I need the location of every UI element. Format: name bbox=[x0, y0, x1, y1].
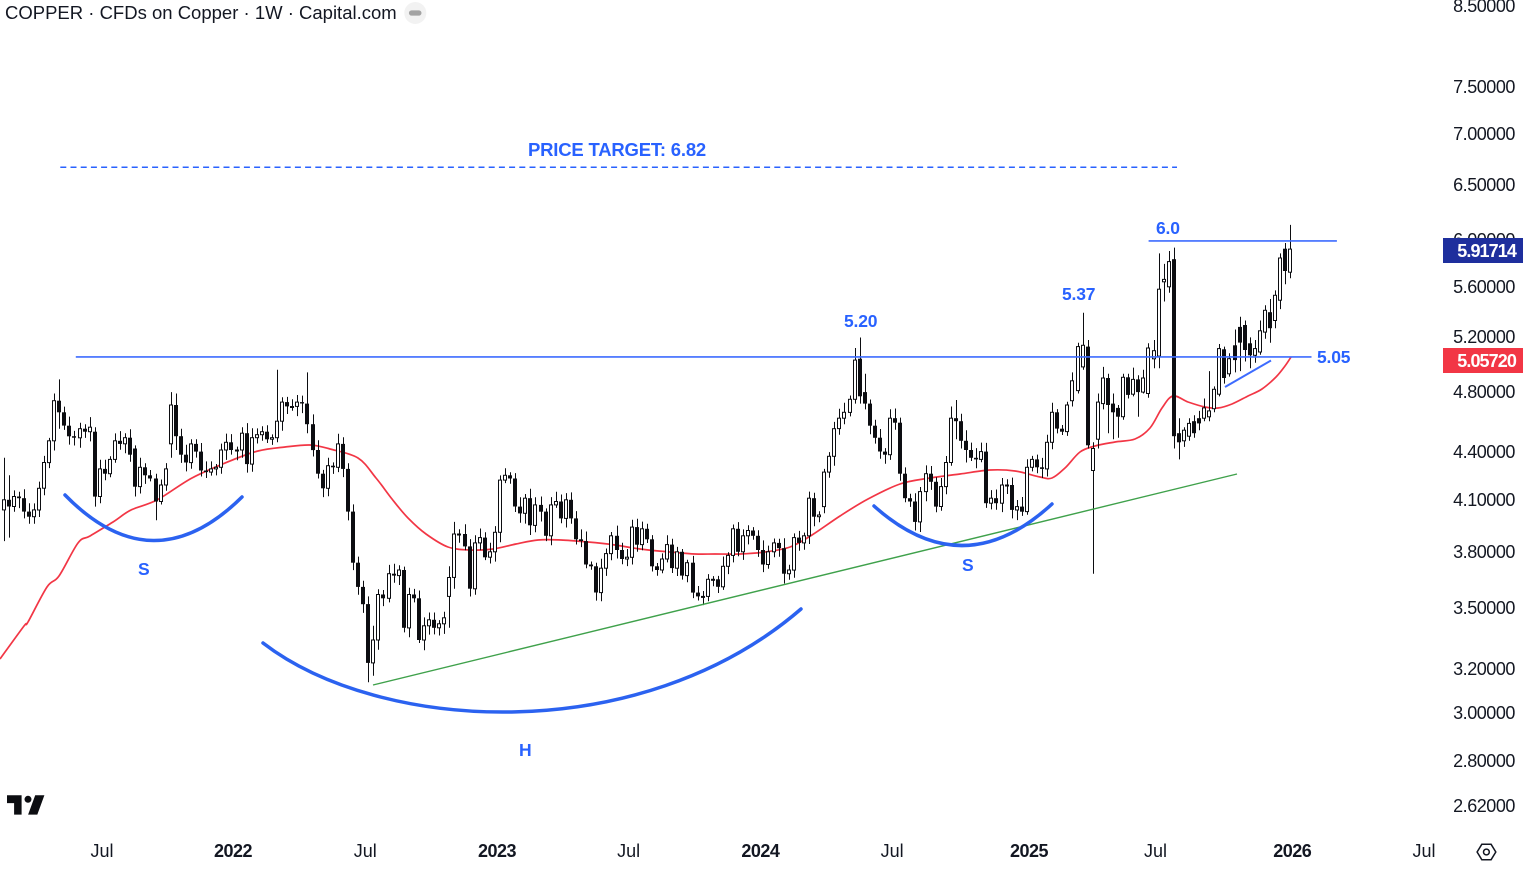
svg-text:2025: 2025 bbox=[1010, 841, 1049, 861]
svg-text:Jul: Jul bbox=[354, 841, 377, 861]
svg-text:Jul: Jul bbox=[1412, 841, 1435, 861]
svg-text:5.05720: 5.05720 bbox=[1457, 351, 1517, 371]
svg-text:5.60000: 5.60000 bbox=[1453, 277, 1515, 297]
svg-text:S: S bbox=[962, 555, 973, 575]
svg-text:PRICE TARGET: 6.82: PRICE TARGET: 6.82 bbox=[528, 139, 706, 160]
svg-text:6.0: 6.0 bbox=[1156, 218, 1180, 238]
svg-text:H: H bbox=[519, 740, 531, 760]
svg-text:5.20: 5.20 bbox=[844, 311, 878, 331]
svg-text:2023: 2023 bbox=[478, 841, 517, 861]
svg-text:3.50000: 3.50000 bbox=[1453, 598, 1515, 618]
svg-text:Jul: Jul bbox=[881, 841, 904, 861]
svg-text:5.05: 5.05 bbox=[1317, 347, 1351, 367]
svg-text:2022: 2022 bbox=[214, 841, 253, 861]
svg-text:4.40000: 4.40000 bbox=[1453, 442, 1515, 462]
svg-text:7.00000: 7.00000 bbox=[1453, 124, 1515, 144]
svg-text:6.50000: 6.50000 bbox=[1453, 175, 1515, 195]
svg-text:2024: 2024 bbox=[741, 841, 780, 861]
svg-text:5.20000: 5.20000 bbox=[1453, 327, 1515, 347]
svg-text:Jul: Jul bbox=[90, 841, 113, 861]
svg-text:5.91714: 5.91714 bbox=[1457, 241, 1517, 261]
svg-text:3.20000: 3.20000 bbox=[1453, 659, 1515, 679]
svg-text:4.80000: 4.80000 bbox=[1453, 382, 1515, 402]
svg-text:2.80000: 2.80000 bbox=[1453, 751, 1515, 771]
svg-text:7.50000: 7.50000 bbox=[1453, 77, 1515, 97]
svg-text:8.50000: 8.50000 bbox=[1453, 0, 1515, 16]
svg-text:5.37: 5.37 bbox=[1062, 284, 1095, 304]
svg-text:S: S bbox=[138, 559, 149, 579]
svg-text:3.00000: 3.00000 bbox=[1453, 703, 1515, 723]
svg-text:3.80000: 3.80000 bbox=[1453, 542, 1515, 562]
svg-text:2026: 2026 bbox=[1273, 841, 1312, 861]
svg-text:Jul: Jul bbox=[1144, 841, 1167, 861]
svg-text:4.10000: 4.10000 bbox=[1453, 490, 1515, 510]
svg-text:Jul: Jul bbox=[617, 841, 640, 861]
svg-text:2.62000: 2.62000 bbox=[1453, 796, 1515, 816]
svg-text:COPPER · CFDs on Copper · 1W ·: COPPER · CFDs on Copper · 1W · Capital.c… bbox=[5, 2, 397, 23]
